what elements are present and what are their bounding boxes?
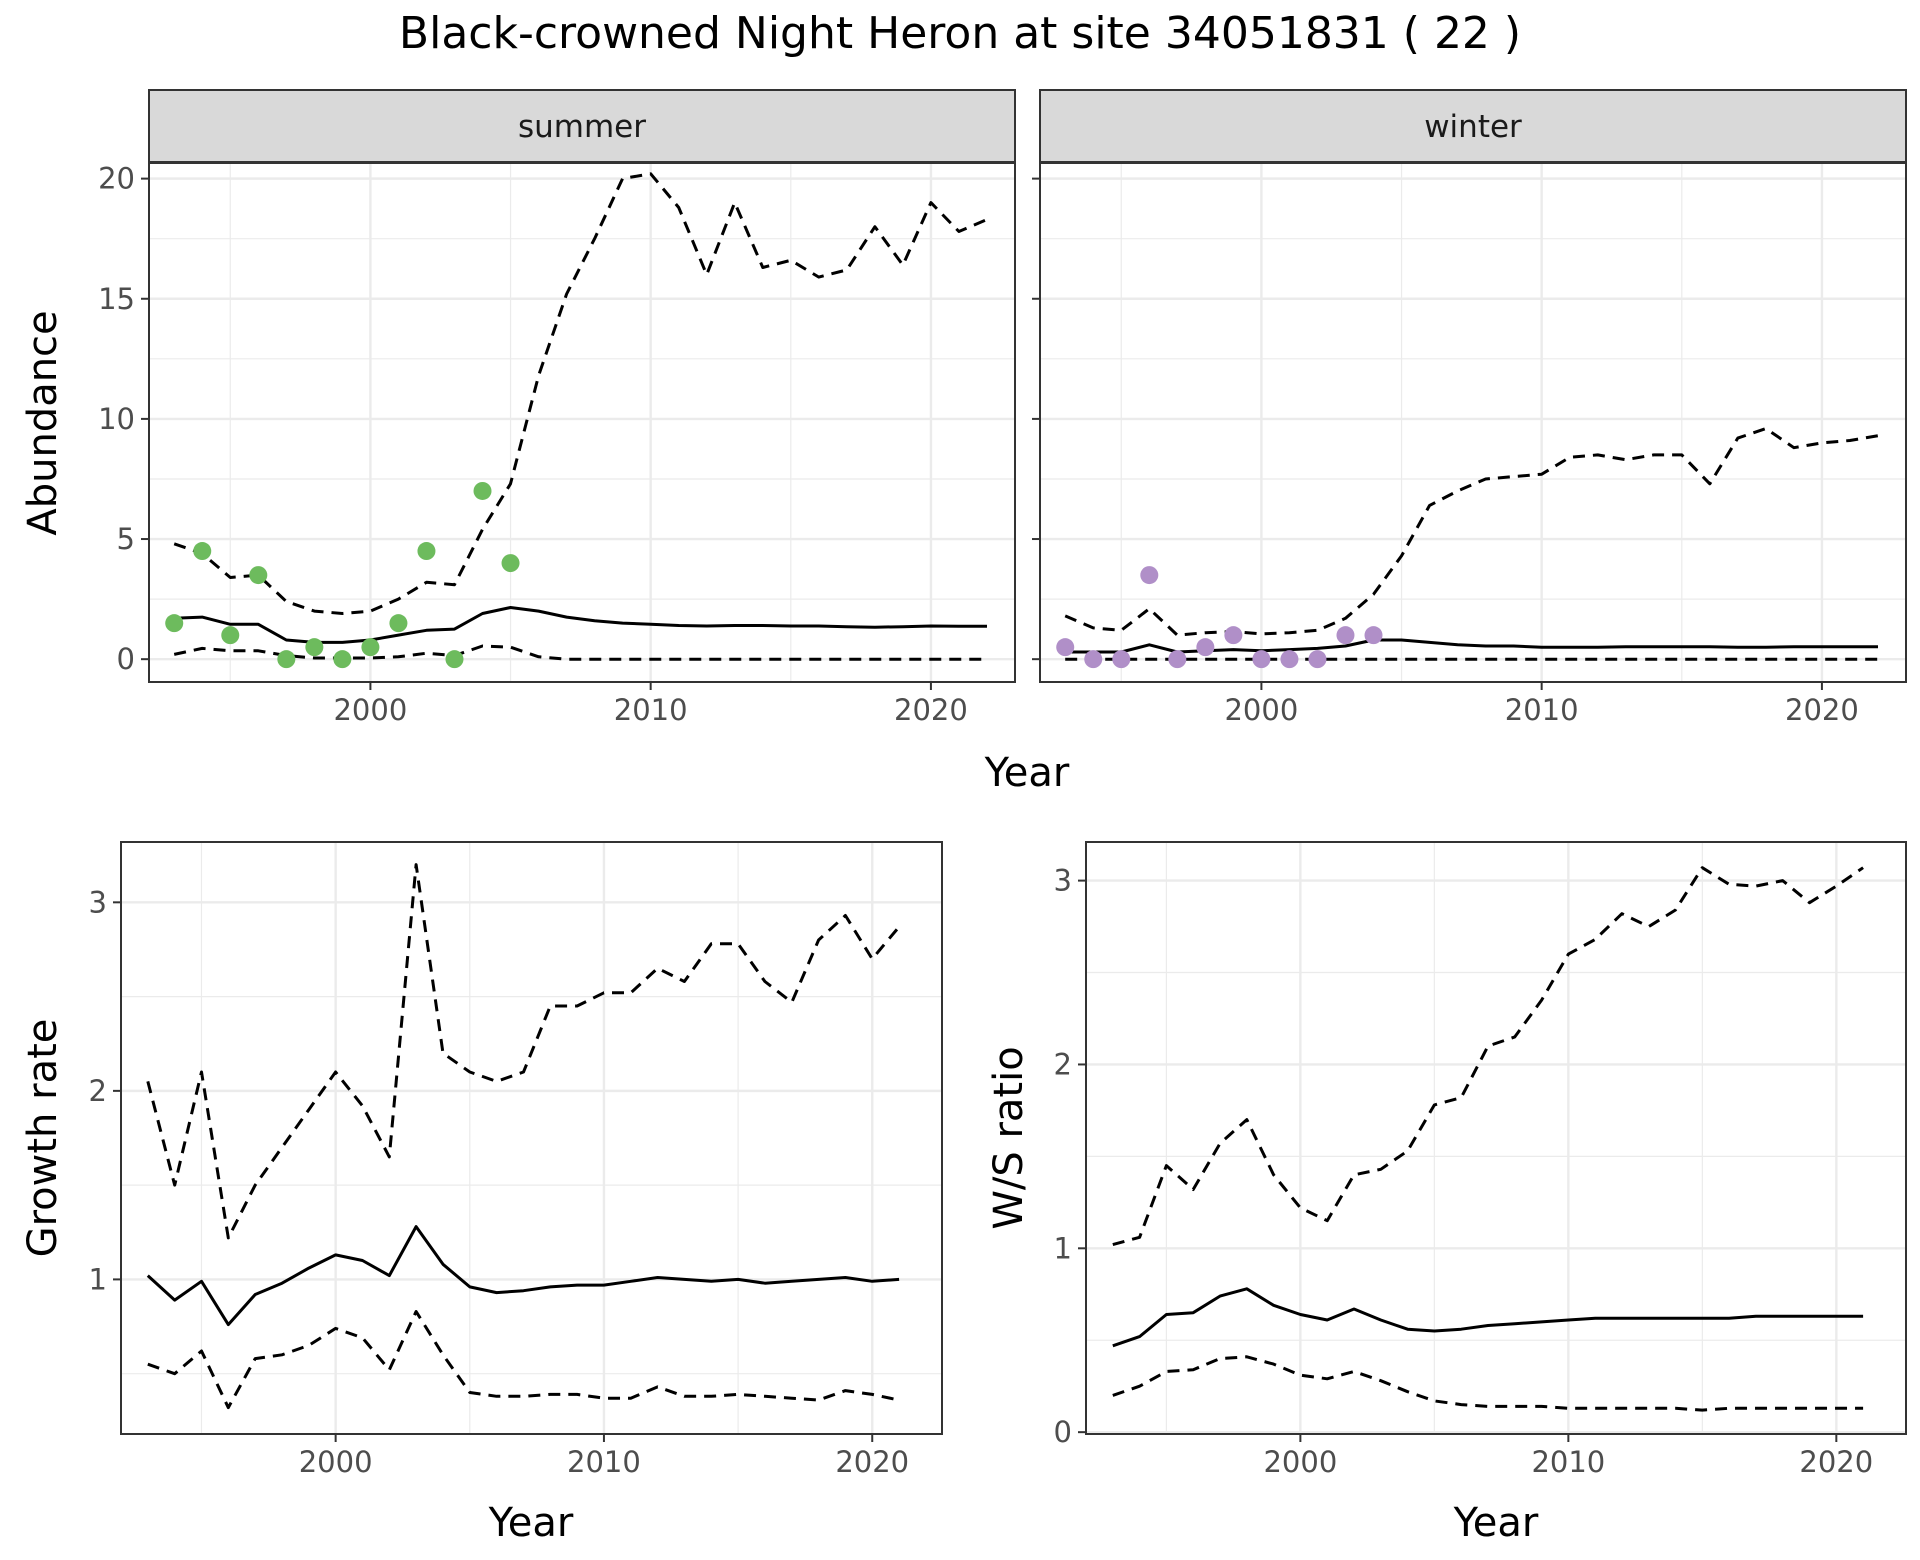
x-tick-label: 2000 [299, 1445, 373, 1479]
x-tick-label: 2020 [835, 1445, 909, 1479]
data-point [1056, 638, 1075, 657]
y-tick-label: 0 [1054, 1415, 1072, 1449]
data-point [305, 638, 324, 657]
y-tick-label: 3 [1054, 864, 1072, 898]
series-line-lower [147, 1310, 900, 1410]
data-point [221, 626, 240, 645]
data-point [1364, 626, 1383, 645]
panel-growth: 2000 2010 2020 1 2 3 [89, 841, 943, 1479]
x-tick-label: 2020 [1799, 1445, 1873, 1479]
panel-border [148, 162, 1016, 683]
data-point [193, 542, 212, 561]
y-tick-label: 5 [117, 522, 135, 556]
x-tick-label: 2000 [1263, 1445, 1337, 1479]
series-line-upper [1112, 866, 1864, 1247]
y-axis-label-ratio: W/S ratio [986, 1046, 1032, 1229]
data-point [1196, 638, 1215, 657]
facet-strip [148, 89, 1016, 163]
data-point [1336, 626, 1355, 645]
series-line-mean [1112, 1287, 1864, 1348]
x-axis-label-ratio: Year [1453, 1500, 1539, 1546]
data-point [1308, 650, 1327, 669]
x-tick-label: 2020 [894, 693, 968, 727]
data-point [445, 650, 464, 669]
series-line-upper [173, 172, 988, 615]
data-point [361, 638, 380, 657]
panel-ratio: 2000 2010 2020 0 1 2 3 [1054, 841, 1907, 1479]
panel-summer: summer 2000 2010 2020 0 5 10 15 20 [98, 89, 1016, 727]
facet-strip-label: summer [518, 109, 646, 145]
data-point [1168, 650, 1187, 669]
series-line-lower [173, 644, 987, 661]
x-tick-label: 2010 [1531, 1445, 1605, 1479]
facet-strip-label: winter [1424, 109, 1522, 145]
data-point [1084, 650, 1103, 669]
y-tick-label: 1 [89, 1262, 107, 1296]
panel-border [120, 841, 943, 1435]
series-line-mean [174, 606, 987, 644]
y-tick-label: 0 [117, 642, 135, 676]
series-line-upper [1064, 427, 1879, 637]
series-line-lower [1112, 1355, 1864, 1412]
series-line-upper [146, 863, 901, 1240]
x-tick-label: 2010 [1505, 693, 1579, 727]
x-tick-label: 2020 [1785, 693, 1859, 727]
x-tick-label: 2000 [1224, 693, 1298, 727]
y-tick-label: 2 [89, 1074, 107, 1108]
data-point [165, 614, 184, 633]
y-tick-label: 10 [98, 402, 135, 436]
data-point [501, 554, 520, 573]
data-point [249, 566, 268, 585]
data-point [1224, 626, 1243, 645]
y-tick-label: 15 [98, 282, 135, 316]
data-point [1280, 650, 1299, 669]
data-point [1252, 650, 1271, 669]
panel-border [1039, 162, 1907, 683]
y-axis-label-growth: Growth rate [20, 1019, 66, 1258]
y-axis-label-abundance: Abundance [20, 310, 66, 535]
data-point [1140, 566, 1159, 585]
panel-winter: winter 2000 2010 2020 [1032, 89, 1907, 727]
y-tick-label: 1 [1054, 1231, 1072, 1265]
facet-strip [1039, 89, 1907, 163]
x-tick-label: 2000 [333, 693, 407, 727]
x-tick-label: 2010 [614, 693, 688, 727]
series-line-mean [1065, 638, 1878, 654]
data-point [333, 650, 352, 669]
data-point [473, 481, 492, 500]
panel-border [1085, 841, 1907, 1435]
x-axis-label-top: Year [984, 750, 1070, 796]
x-tick-label: 2010 [567, 1445, 641, 1479]
figure-title: Black-crowned Night Heron at site 340518… [399, 8, 1521, 59]
series-line-mean [146, 1225, 900, 1327]
data-point [417, 542, 436, 561]
y-tick-label: 20 [98, 162, 135, 196]
x-axis-label-growth: Year [488, 1500, 574, 1546]
data-point [389, 614, 408, 633]
data-point [1112, 650, 1131, 669]
y-tick-label: 2 [1054, 1047, 1072, 1081]
data-point [277, 650, 296, 669]
y-tick-label: 3 [89, 885, 107, 919]
